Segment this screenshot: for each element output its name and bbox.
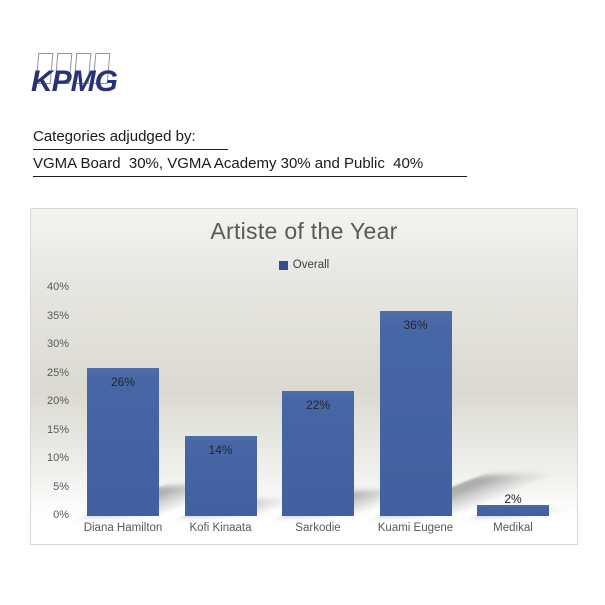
bar-value-label: 36%	[403, 317, 428, 332]
bar	[87, 367, 159, 516]
legend-marker-icon	[278, 260, 288, 270]
y-tick-label: 15%	[46, 423, 69, 436]
y-tick-label: 30%	[46, 338, 69, 350]
bar-value-label: 22%	[305, 397, 331, 412]
categories-adjudged-heading: Categories adjudged by:	[33, 128, 228, 150]
x-category-label: Sarkodie	[295, 522, 341, 534]
x-category-label: Kofi Kinaata	[189, 522, 252, 534]
chart-title: Artiste of the Year	[210, 218, 398, 244]
bar-value-label: 26%	[110, 374, 136, 389]
y-tick-label: 40%	[46, 281, 69, 293]
bar-value-label: 14%	[208, 443, 233, 458]
chart-legend: Overall	[31, 259, 577, 271]
x-category-label: Kuami Eugene	[377, 522, 454, 534]
bar	[282, 390, 354, 516]
x-category-label: Medikal	[493, 522, 533, 534]
y-tick-label: 5%	[53, 480, 69, 493]
kpmg-logo: KPMG	[31, 53, 141, 103]
bar	[477, 504, 549, 516]
x-category-label: Diana Hamilton	[83, 522, 163, 534]
plot-area: 0% 5% 10% 15% 20% 25% 30% 35% 40% 26% 14% 22% 36% 2% D…	[31, 209, 577, 544]
y-tick-label: 0%	[53, 509, 69, 521]
artiste-of-the-year-chart: Artiste of the Year Overall 0% 5% 10% 15% 20…	[30, 208, 578, 545]
bar	[379, 310, 452, 516]
y-tick-label: 25%	[46, 366, 69, 379]
bar-value-label: 2%	[504, 491, 522, 506]
y-tick-label: 10%	[46, 452, 69, 464]
bar	[184, 436, 257, 516]
kpmg-wordmark: KPMG	[31, 65, 118, 98]
y-tick-label: 20%	[46, 395, 69, 407]
y-tick-label: 35%	[46, 309, 69, 322]
legend-label: Overall	[292, 259, 330, 271]
adjudication-breakdown-text: VGMA Board 30%, VGMA Academy 30% and Pub…	[33, 155, 468, 177]
